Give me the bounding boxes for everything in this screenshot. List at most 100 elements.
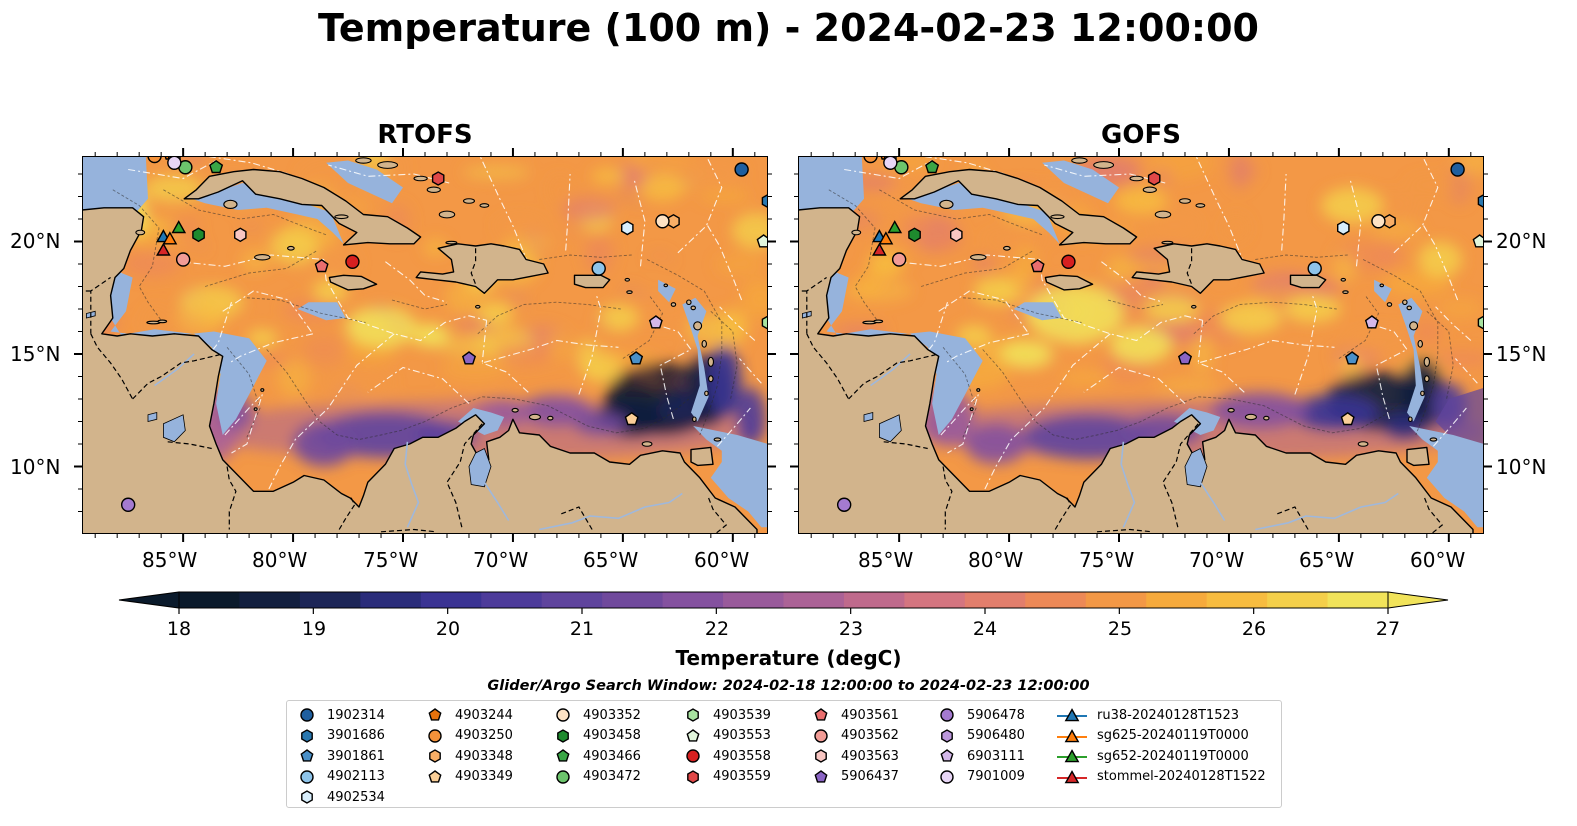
legend-marker-icon [428,728,442,743]
map-panel-gofs[interactable] [798,156,1484,534]
colorbar-tick-label: 22 [704,618,730,640]
lon-tick-label: 85°W [142,548,198,572]
observation-marker[interactable] [1307,261,1322,276]
observation-marker[interactable] [655,214,670,229]
observation-marker[interactable] [314,258,329,273]
observation-marker[interactable] [908,227,921,243]
observation-marker[interactable] [1364,315,1379,329]
legend-item-label: 4903562 [841,728,899,743]
observation-marker[interactable] [734,162,749,177]
observation-marker[interactable] [120,497,136,512]
observation-marker[interactable] [761,315,768,330]
observation-markers [836,156,1484,512]
observation-marker[interactable] [147,156,162,164]
observation-marker[interactable] [872,242,887,256]
legend-item-label: 4903563 [841,748,899,764]
legend-item-label: 4903348 [455,748,513,764]
legend-item: sg652-20240119T0000 [1055,746,1249,766]
observation-marker[interactable] [1147,171,1161,186]
legend-item: 4903539 [681,705,771,725]
legend-item: 4903348 [423,746,513,766]
observation-marker[interactable] [431,171,445,186]
legend-marker-icon [814,728,828,743]
legend-item: 4903352 [551,705,641,725]
legend-marker-icon [1057,728,1087,742]
observation-marker[interactable] [156,242,171,256]
observation-marker[interactable] [756,234,768,248]
observation-marker[interactable] [171,220,187,234]
observation-marker[interactable] [209,159,224,174]
legend-item-label: 4902534 [327,789,385,805]
map-panel-rtofs[interactable] [82,156,768,534]
observation-marker[interactable] [648,315,663,329]
legend-marker-icon [687,769,699,784]
legend: 1902314 3901686 3901861 4902113 4902534 49032… [286,700,1282,808]
observation-marker[interactable] [1030,258,1045,273]
observation-markers [120,156,768,512]
observation-marker[interactable] [1177,351,1193,365]
legend-item-label: 3901861 [327,748,385,764]
observation-marker[interactable] [836,497,852,512]
colorbar-tick-label: 27 [1375,618,1401,640]
legend-item-label: 5906480 [967,728,1025,743]
observation-marker[interactable] [1061,254,1076,269]
observation-marker[interactable] [1371,214,1386,229]
observation-marker[interactable] [1477,193,1484,209]
observation-marker[interactable] [863,156,878,164]
legend-item-label: 3901686 [327,728,385,743]
observation-marker[interactable] [1477,315,1484,330]
colorbar-tick-label: 23 [838,618,864,640]
observation-marker[interactable] [621,220,634,236]
lat-tick-label: 20°N [1496,229,1547,253]
observation-marker[interactable] [891,252,907,267]
legend-item: 6903111 [935,746,1025,766]
observation-marker[interactable] [461,351,477,365]
observation-marker[interactable] [925,159,940,174]
observation-marker[interactable] [1337,220,1350,236]
observation-marker[interactable] [624,411,639,426]
colorbar-tick-label: 25 [1107,618,1133,640]
observation-marker[interactable] [878,231,894,245]
legend-item: 4903244 [423,705,513,725]
legend-item: 3901861 [295,746,385,766]
legend-item-label: 7901009 [967,769,1025,784]
observation-marker[interactable] [591,261,606,276]
observation-marker[interactable] [233,227,247,243]
legend-item: 4902534 [295,787,385,807]
lon-tick-label: 65°W [1299,548,1355,572]
legend-item-label: 4902113 [327,769,385,784]
legend-item: 4903553 [681,726,771,746]
observation-marker[interactable] [1450,162,1465,177]
legend-item: 1902314 [295,705,385,725]
colorbar-tick-label: 19 [301,618,327,640]
legend-marker-icon [815,749,827,763]
legend-item: 4903349 [423,767,513,787]
legend-item-label: sg652-20240119T0000 [1097,748,1249,764]
lat-tick-label: 10°N [10,455,61,479]
observation-marker[interactable] [175,252,191,267]
observation-marker[interactable] [949,227,963,243]
colorbar [118,591,1449,614]
legend-marker-icon [941,728,953,743]
legend-item-label: 5906478 [967,707,1025,723]
observation-marker[interactable] [629,351,644,365]
colorbar-tick-label: 26 [1241,618,1267,640]
legend-marker-icon [686,749,700,763]
legend-item: sg625-20240119T0000 [1055,726,1249,746]
panel-title-gofs: GOFS [1101,120,1181,150]
observation-marker[interactable] [192,227,205,243]
legend-marker-icon [556,749,570,762]
observation-marker[interactable] [345,254,360,269]
observation-marker[interactable] [162,231,178,245]
legend-marker-icon [940,749,954,762]
observation-marker[interactable] [1340,411,1355,426]
legend-item-label: 4903349 [455,769,513,784]
legend-marker-icon [429,749,441,763]
observation-marker[interactable] [887,220,903,234]
observation-marker[interactable] [1345,351,1360,365]
observation-marker[interactable] [761,193,768,209]
legend-item: 4903563 [809,746,899,766]
observation-marker[interactable] [1472,234,1484,248]
legend-item-label: 4903352 [583,707,641,723]
map-canvas [82,156,768,534]
